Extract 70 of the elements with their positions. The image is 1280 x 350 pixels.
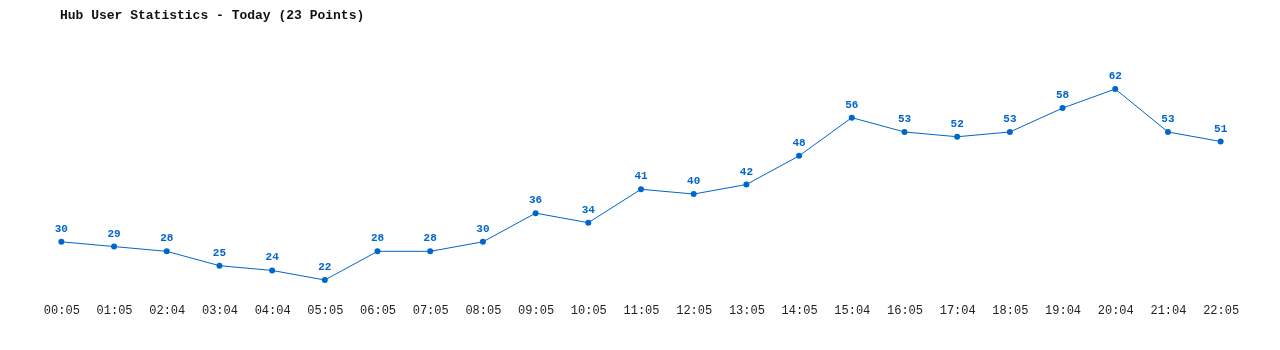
x-tick-label: 08:05 [465,303,502,318]
data-label: 51 [1214,122,1228,135]
x-tick-label: 12:05 [676,303,713,318]
x-tick-label: 15:04 [834,303,871,318]
data-label: 28 [423,232,438,245]
x-tick-label: 14:05 [781,303,818,318]
data-label: 40 [687,175,701,188]
x-tick-label: 11:05 [623,303,660,318]
chart-title: Hub User Statistics - Today (23 Points) [60,8,365,23]
x-tick-label: 04:04 [254,303,291,318]
data-label: 53 [1161,112,1175,125]
data-label: 36 [529,194,543,207]
data-label: 24 [265,251,280,264]
data-label: 48 [792,136,807,149]
x-tick-label: 18:05 [992,303,1029,318]
x-tick-label: 21:04 [1150,303,1187,318]
x-tick-label: 19:04 [1045,303,1082,318]
x-tick-label: 22:05 [1203,303,1240,318]
point [585,219,592,226]
data-label: 41 [634,170,648,183]
point [1059,105,1066,112]
data-label: 42 [739,165,753,178]
point [163,248,170,255]
point [111,243,118,250]
x-tick-label: 07:05 [412,303,449,318]
x-tick-label: 06:05 [360,303,397,318]
point [954,133,961,140]
data-label: 25 [212,246,227,259]
point [796,152,803,159]
point [216,262,223,269]
x-tick-label: 13:05 [728,303,765,318]
x-tick-label: 20:04 [1097,303,1134,318]
x-tick-label: 16:05 [886,303,923,318]
data-label: 53 [897,112,912,125]
point [532,210,539,217]
x-tick-label: 01:05 [96,303,133,318]
point [1006,128,1013,135]
data-label: 56 [845,98,859,111]
data-label: 52 [950,117,964,130]
data-label: 22 [318,261,332,273]
point [58,238,65,245]
point [479,238,486,245]
x-tick-label: 17:04 [939,303,976,318]
point [901,128,908,135]
point [1217,138,1224,145]
point [848,114,855,121]
data-label: 28 [160,232,174,245]
point [1164,128,1171,135]
data-label: 30 [54,222,68,235]
point [690,191,697,198]
point [374,248,381,255]
x-tick-label: 02:04 [149,303,186,318]
point [427,248,434,255]
data-label: 53 [1003,112,1017,125]
data-label: 30 [476,222,490,235]
data-label: 28 [370,232,385,245]
x-tick-label: 05:05 [307,303,344,318]
x-tick-label: 10:05 [570,303,607,318]
data-label: 58 [1055,89,1070,102]
data-label: 34 [581,203,596,216]
data-label: 29 [107,227,121,240]
x-tick-label: 03:04 [201,303,238,318]
x-tick-label: 09:05 [518,303,555,318]
point [321,277,328,283]
point [638,186,644,193]
data-label: 62 [1108,70,1122,82]
x-tick-label: 00:05 [43,303,80,318]
point [1112,86,1119,92]
point [269,267,276,274]
point [743,181,750,188]
